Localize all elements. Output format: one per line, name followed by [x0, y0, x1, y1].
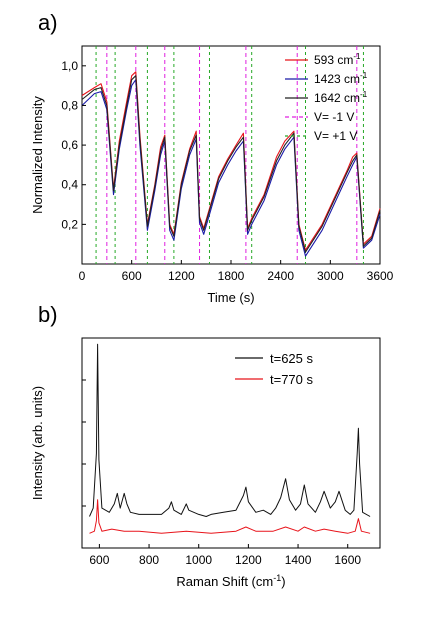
chart-a-ytick-label: 1,0 — [61, 59, 78, 73]
chart-a-ticks: 0 600 1200 1800 2400 3000 3600 0,2 0,4 0,6 0,8 1,0 — [61, 59, 393, 283]
chart-a-legend-label-1: 1423 cm-1 — [314, 71, 368, 86]
chart-b-xlabel-suffix: ) — [281, 574, 285, 589]
chart-b-xtick-label: 1000 — [185, 553, 212, 567]
chart-a-ytick-label: 0,6 — [61, 138, 78, 152]
chart-a-legend: 593 cm-1 1423 cm-1 1642 cm-1 V= -1 V V= +1 V — [285, 52, 368, 143]
chart-a-xtick-label: 0 — [79, 269, 86, 283]
chart-a-ytick-label: 0,2 — [61, 217, 78, 231]
chart-b-xtick-label: 600 — [89, 553, 109, 567]
chart-b-series-0 — [89, 343, 371, 517]
chart-b-legend-label-0: t=625 s — [270, 351, 314, 366]
chart-a-xtick-label: 2400 — [267, 269, 294, 283]
chart-b-xtick-label: 1400 — [285, 553, 312, 567]
chart-a-xtick-label: 1800 — [218, 269, 245, 283]
panel-b-label: b) — [38, 302, 58, 327]
chart-a-legend-label-3: V= -1 V — [314, 110, 354, 124]
chart-a: 0 600 1200 1800 2400 3000 36000,20,40,60,81,0 … — [30, 45, 394, 305]
chart-b-xtick-label: 1200 — [235, 553, 262, 567]
chart-b-legend-label-1: t=770 s — [270, 372, 314, 387]
chart-b: 600 800 1000 1200 1400 1600 Raman Shift (cm-1… — [30, 337, 381, 589]
chart-a-series-2 — [81, 75, 381, 253]
chart-b-frame — [81, 337, 381, 549]
chart-b-xtick-label: 800 — [139, 553, 159, 567]
chart-a-legend-label-0: 593 cm-1 — [314, 52, 361, 67]
chart-b-series-1 — [89, 499, 371, 534]
chart-a-ytick-label: 0,8 — [61, 98, 78, 112]
chart-a-series-lines — [81, 71, 381, 257]
chart-a-xtick-label: 3000 — [317, 269, 344, 283]
chart-b-legend: t=625 s t=770 s — [235, 351, 314, 387]
chart-a-series-1 — [81, 79, 381, 257]
chart-b-series-lines — [89, 343, 371, 534]
chart-b-xlabel-sup: -1 — [273, 573, 281, 583]
chart-a-xlabel: Time (s) — [207, 290, 254, 305]
chart-a-ytick-label: 0,4 — [61, 178, 78, 192]
panel-a-label: a) — [38, 10, 58, 35]
chart-b-ticks: 600 800 1000 1200 1400 1600 — [82, 379, 361, 567]
chart-b-xlabel-main: Raman Shift (cm — [176, 574, 273, 589]
chart-a-legend-label-4: V= +1 V — [314, 129, 357, 143]
chart-b-ylabel: Intensity (arb. units) — [30, 386, 45, 500]
chart-a-xtick-label: 1200 — [168, 269, 195, 283]
chart-b-xlabel: Raman Shift (cm-1) — [176, 573, 285, 589]
chart-a-voltage-markers — [95, 46, 364, 264]
chart-a-legend-label-2: 1642 cm-1 — [314, 90, 368, 105]
chart-a-xtick-label: 600 — [122, 269, 142, 283]
chart-b-xtick-label: 1600 — [334, 553, 361, 567]
chart-a-xtick-label: 3600 — [367, 269, 394, 283]
chart-a-ylabel: Normalized Intensity — [30, 96, 45, 214]
chart-a-series-0 — [81, 71, 381, 251]
